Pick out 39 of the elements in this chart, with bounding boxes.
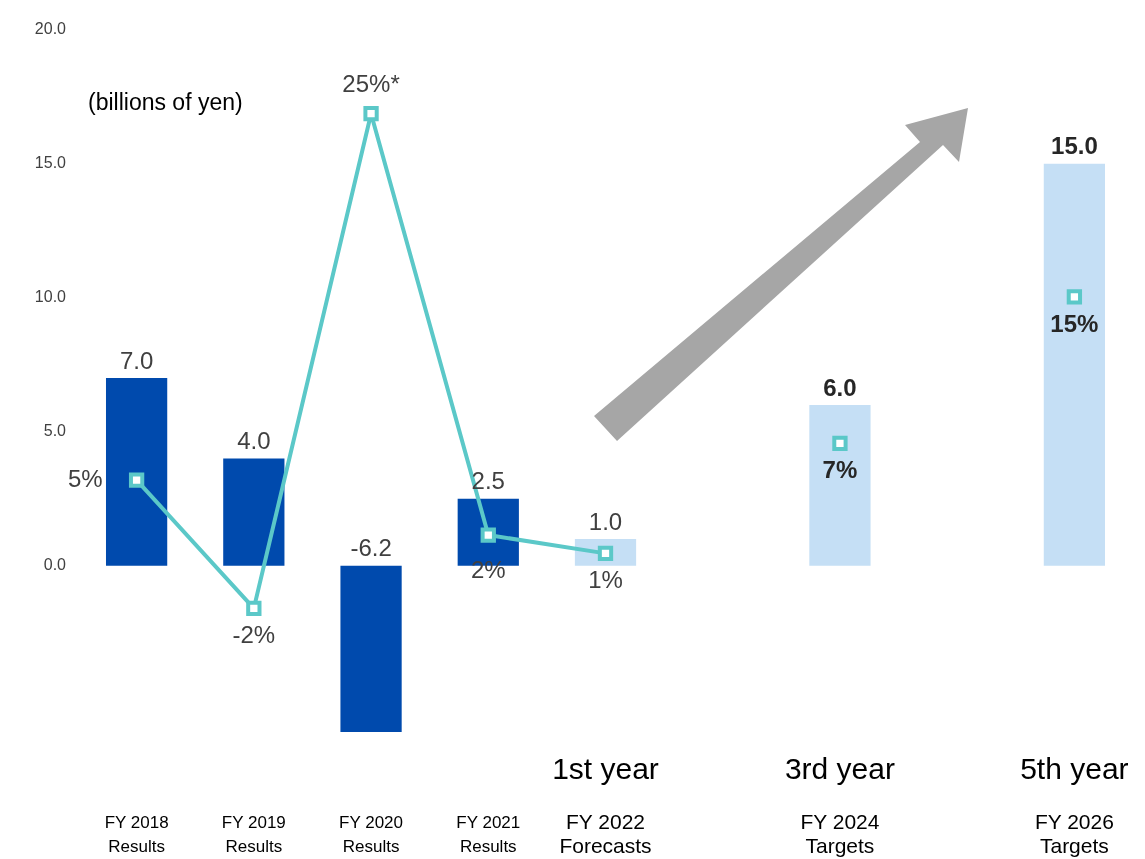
point (480, 527, 496, 543)
data-label: 1.0 (588, 507, 623, 535)
point (832, 435, 848, 452)
data-label: -6.2 (350, 534, 392, 562)
data-label: 5% (67, 464, 103, 492)
point (128, 472, 145, 488)
x-tick-label: FY 2019 Results (221, 813, 286, 857)
point (246, 600, 262, 616)
data-label: 6.0 (823, 373, 857, 401)
y-tick-label: 5.0 (43, 422, 67, 440)
y-tick-label: 15.0 (34, 154, 67, 172)
data-label: -2% (232, 620, 276, 648)
bar (1043, 163, 1106, 566)
data-label: 25%* (342, 70, 400, 98)
bar (223, 458, 285, 566)
y-tick-label: 20.0 (34, 20, 67, 38)
bar (340, 565, 402, 732)
data-label: 1% (588, 566, 623, 593)
bar (809, 404, 871, 566)
data-label: 15.0 (1051, 132, 1098, 160)
x-tick-label: FY 2024 Targets (800, 810, 880, 858)
point (363, 106, 379, 122)
data-label: 7% (822, 456, 858, 484)
text: 1st year (552, 752, 659, 786)
bar (105, 378, 168, 566)
data-label: 4.0 (237, 427, 271, 455)
text: 3rd year (784, 752, 895, 786)
data-label: 7.0 (119, 346, 154, 374)
x-tick-label: FY 2021 Results (456, 813, 521, 857)
x-tick-label: FY 2020 Results (339, 813, 404, 857)
y-tick-label: 0.0 (43, 556, 67, 574)
text: 5th year (1020, 752, 1129, 786)
y-tick-label: 10.0 (34, 288, 67, 306)
x-tick-label: FY 2026 Targets (1034, 810, 1114, 858)
point (1066, 289, 1083, 305)
annotation: (billions of yen) (88, 88, 243, 115)
x-tick-label: FY 2018 Results (104, 813, 169, 857)
data-label: 15% (1050, 309, 1099, 337)
x-tick-label: FY 2022 Forecasts (559, 810, 652, 858)
